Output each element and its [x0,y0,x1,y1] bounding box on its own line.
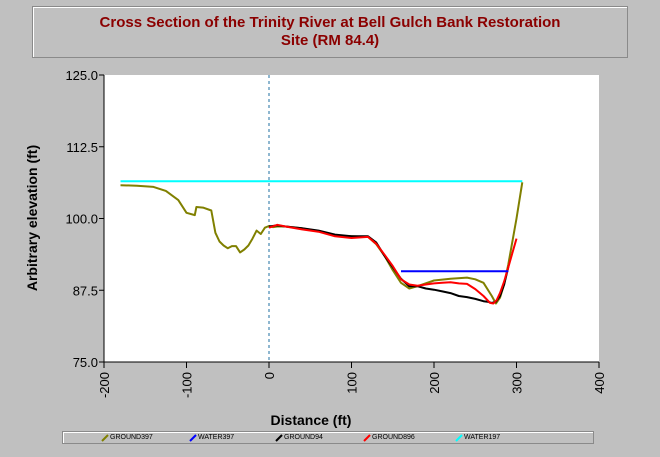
x-tick-label: 0 [262,372,277,379]
legend-swatch [455,434,463,442]
legend-swatch-line [363,434,371,442]
chart-title-line-1: Cross Section of the Trinity River at Be… [99,14,561,31]
legend-swatch-line [275,434,283,442]
series-line-ground397 [120,182,524,305]
y-tick-label: 125.0 [65,68,98,83]
legend-item-ground397: GROUND397 [101,433,153,443]
plot-area [104,75,599,362]
y-tick-label: 75.0 [73,355,98,370]
legend-item-water197: WATER197 [455,433,500,443]
legend-label: WATER197 [464,434,501,441]
legend-item-ground896: GROUND896 [363,433,415,443]
legend-label: GROUND896 [372,434,415,441]
y-tick-label: 112.5 [66,140,98,155]
legend-item-water397: WATER397 [189,433,234,443]
legend-swatch-line [189,434,197,442]
legend-swatch-line [101,434,109,442]
chart-title-box: Cross Section of the Trinity River at Be… [32,6,628,58]
x-tick-label: 400 [592,372,607,394]
y-tick-label: 87.5 [73,283,98,298]
chart-title-line-2: Site (RM 84.4) [280,32,380,49]
x-tick-label: -200 [97,372,112,398]
legend-swatch [101,434,109,442]
x-tick-label: 200 [427,372,442,394]
legend-swatch [275,434,283,442]
legend-swatch [189,434,197,442]
legend: GROUND397 WATER397 GROUND94 GROUND896 WATER1… [62,431,594,444]
x-tick-label: 100 [345,372,360,394]
legend-label: GROUND397 [110,434,153,441]
y-axis-label: Arbitrary elevation (ft) [24,145,40,291]
legend-label: WATER397 [198,434,235,441]
x-tick-label: 300 [510,372,525,394]
x-axis-label: Distance (ft) [271,412,352,428]
series-line-ground896 [268,223,518,305]
legend-swatch [363,434,371,442]
x-tick-label: -100 [180,372,195,398]
legend-item-ground94: GROUND94 [275,433,323,443]
legend-swatch-line [455,434,463,442]
legend-label: GROUND94 [284,434,323,441]
y-tick-label: 100.0 [65,212,98,227]
